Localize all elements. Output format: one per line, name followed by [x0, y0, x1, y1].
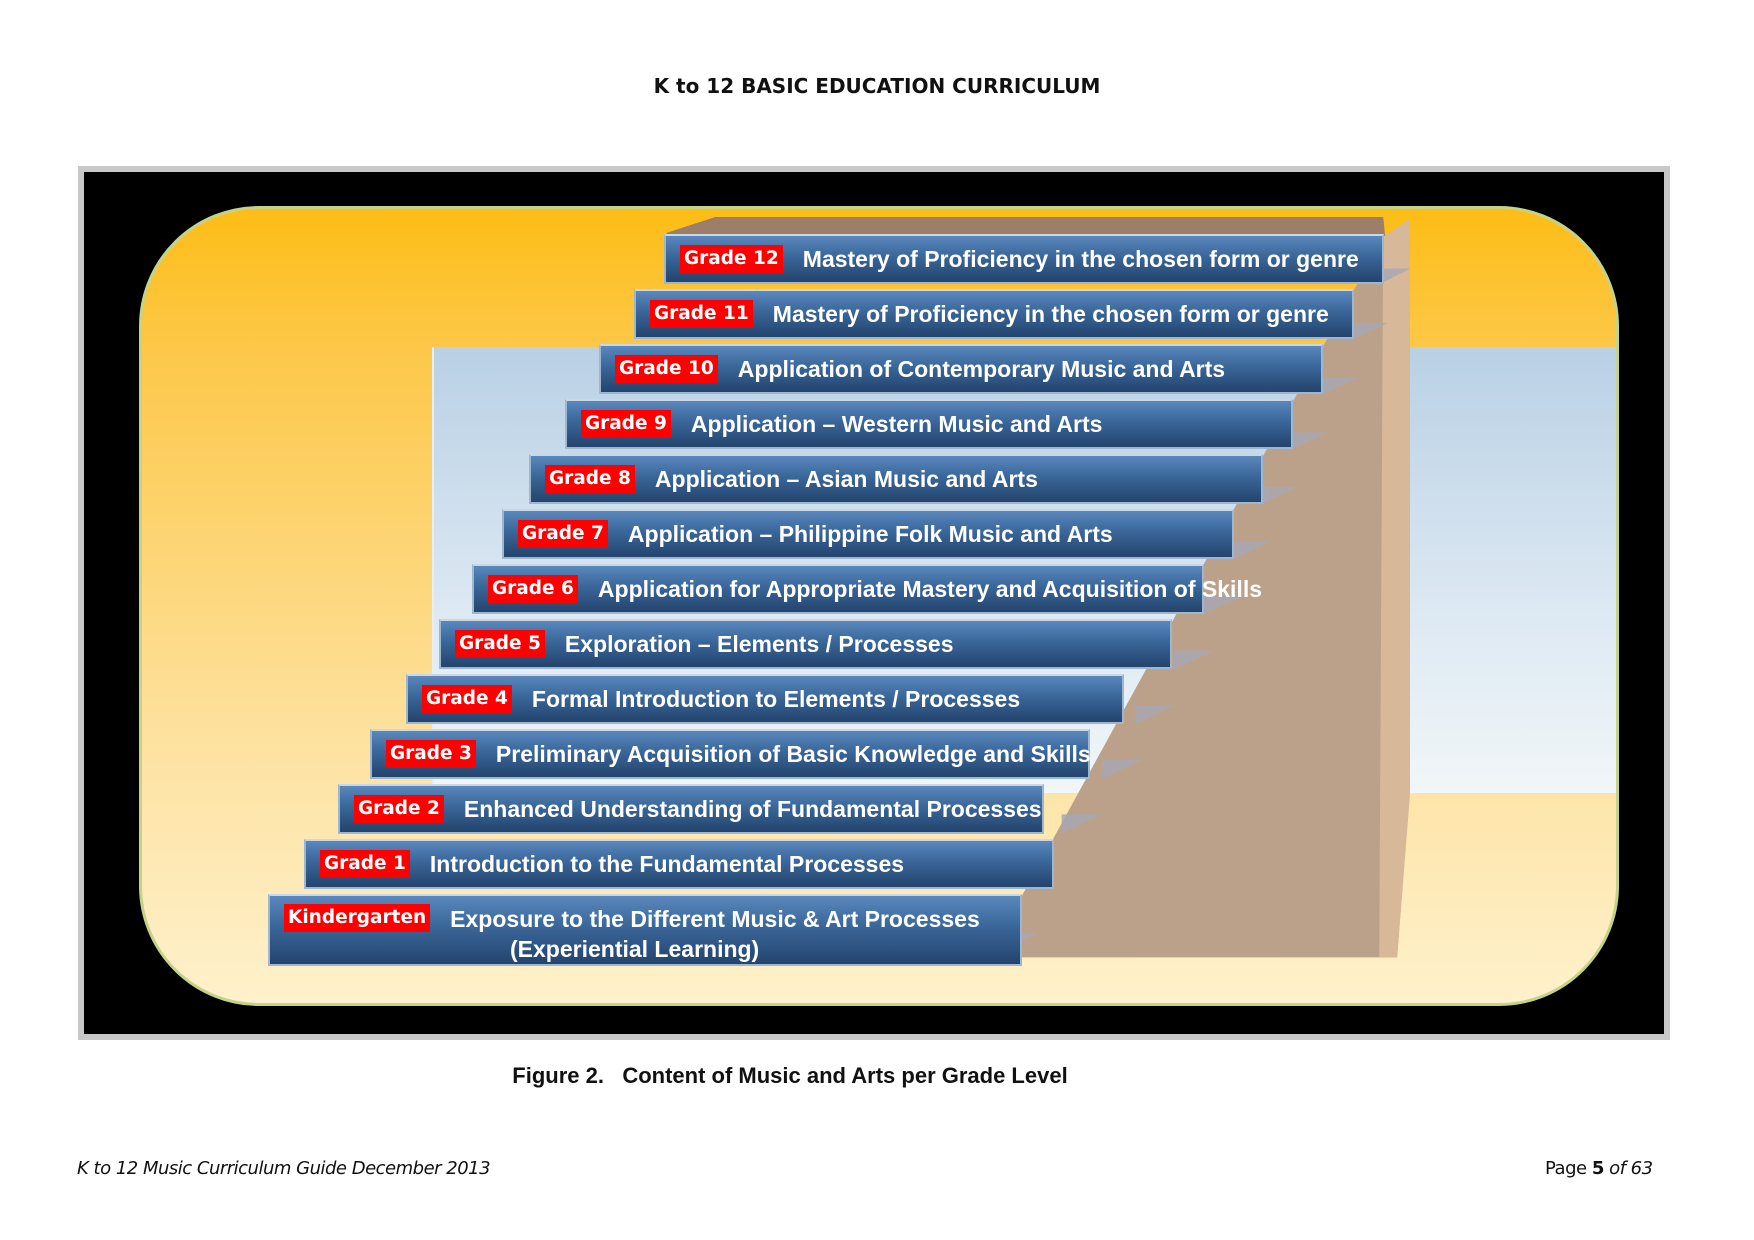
grade-badge: Grade 10: [615, 355, 718, 383]
step-description-line2: (Experiential Learning): [510, 936, 760, 962]
step-description: Application – Asian Music and Arts: [654, 465, 1038, 492]
grade-badge: Grade 6: [488, 575, 578, 603]
page-header: K to 12 BASIC EDUCATION CURRICULUM: [653, 74, 1101, 98]
footer-page-number: Page 5 of 63: [1545, 1158, 1653, 1179]
grade-badge: Grade 2: [354, 795, 444, 823]
grade-badge: Grade 11: [650, 300, 753, 328]
step-grade-4: Grade 4 Formal Introduction to Elements …: [406, 674, 1124, 724]
step-description: Mastery of Proficiency in the chosen for…: [802, 245, 1359, 272]
grade-badge: Grade 4: [422, 685, 512, 713]
step-description: Application – Philippine Folk Music and …: [627, 520, 1113, 547]
page-number: 5: [1591, 1158, 1605, 1179]
step-description: Application – Western Music and Arts: [690, 410, 1103, 437]
step-grade-2: Grade 2 Enhanced Understanding of Fundam…: [338, 784, 1044, 834]
step-grade-8: Grade 8 Application – Asian Music and Ar…: [529, 454, 1263, 504]
step-description: Introduction to the Fundamental Processe…: [429, 850, 905, 877]
page-total: of 63: [1609, 1158, 1653, 1179]
step-grade-5: Grade 5 Exploration – Elements / Process…: [439, 619, 1172, 669]
grade-badge: Grade 12: [680, 245, 783, 273]
grade-badge: Kindergarten: [284, 904, 431, 932]
step-grade-3: Grade 3 Preliminary Acquisition of Basic…: [370, 729, 1091, 779]
footer-guide-title: K to 12 Music Curriculum Guide December …: [77, 1158, 491, 1179]
page-label: Page: [1545, 1158, 1587, 1179]
step-grade-12: Grade 12 Mastery of Proficiency in the c…: [664, 234, 1384, 284]
step-grade-7: Grade 7 Application – Philippine Folk Mu…: [502, 509, 1234, 559]
step-description: Formal Introduction to Elements / Proces…: [531, 685, 1021, 712]
figure-frame: Grade 12 Mastery of Proficiency in the c…: [78, 166, 1670, 1040]
step-grade-11: Grade 11 Mastery of Proficiency in the c…: [634, 289, 1354, 339]
step-description: Mastery of Proficiency in the chosen for…: [772, 300, 1329, 327]
step-description: Application for Appropriate Mastery and …: [597, 575, 1262, 602]
grade-badge: Grade 7: [518, 520, 608, 548]
step-grade-10: Grade 10 Application of Contemporary Mus…: [599, 344, 1323, 394]
step-kindergarten: Kindergarten Exposure to the Different M…: [268, 894, 1022, 966]
step-description: Exposure to the Different Music & Art Pr…: [450, 906, 980, 932]
grade-badge: Grade 8: [545, 465, 635, 493]
step-grade-1: Grade 1 Introduction to the Fundamental …: [304, 839, 1054, 889]
grade-badge: Grade 3: [386, 740, 476, 768]
figure-caption: Figure 2. Content of Music and Arts per …: [512, 1063, 1068, 1088]
step-description: Exploration – Elements / Processes: [564, 630, 954, 657]
step-description: Enhanced Understanding of Fundamental Pr…: [463, 795, 1042, 822]
step-description: Preliminary Acquisition of Basic Knowled…: [495, 740, 1091, 767]
step-grade-9: Grade 9 Application – Western Music and …: [565, 399, 1293, 449]
grade-badge: Grade 5: [455, 630, 545, 658]
step-grade-6: Grade 6 Application for Appropriate Mast…: [472, 564, 1262, 614]
grade-badge: Grade 1: [320, 850, 410, 878]
step-description: Application of Contemporary Music and Ar…: [737, 355, 1226, 382]
grade-badge: Grade 9: [581, 410, 671, 438]
